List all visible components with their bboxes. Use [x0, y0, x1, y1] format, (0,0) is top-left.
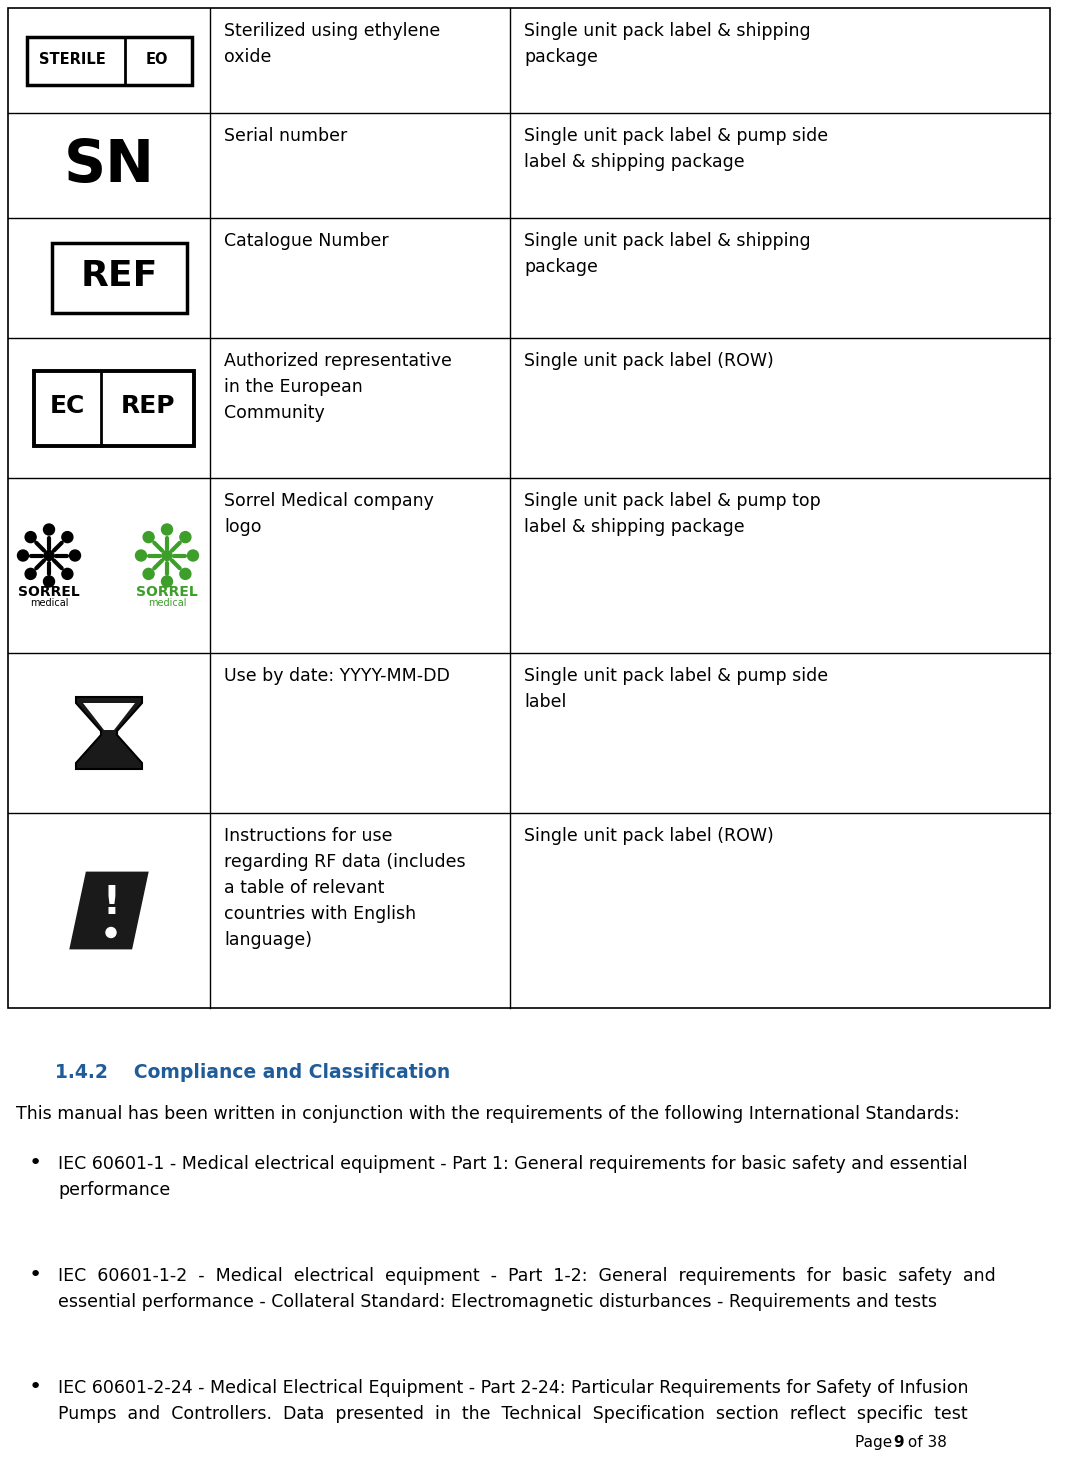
Text: Page: Page	[855, 1436, 897, 1450]
Bar	[34, 370, 194, 445]
Text: performance: performance	[58, 1180, 170, 1199]
Bar	[27, 37, 192, 85]
Polygon shape	[71, 873, 147, 948]
Text: oxide: oxide	[224, 48, 272, 66]
Circle shape	[62, 531, 72, 543]
Text: Single unit pack label & shipping: Single unit pack label & shipping	[524, 232, 810, 250]
Text: •: •	[29, 1265, 42, 1284]
Text: medical: medical	[30, 597, 68, 608]
Polygon shape	[76, 697, 142, 769]
Text: STERILE: STERILE	[39, 51, 106, 68]
Text: label & shipping package: label & shipping package	[524, 518, 744, 536]
Text: essential performance - Collateral Standard: Electromagnetic disturbances - Requ: essential performance - Collateral Stand…	[58, 1293, 937, 1311]
Text: package: package	[524, 48, 597, 66]
Text: Single unit pack label (ROW): Single unit pack label (ROW)	[524, 352, 774, 370]
Text: logo: logo	[224, 518, 262, 536]
Circle shape	[26, 531, 36, 543]
Circle shape	[143, 531, 154, 543]
Text: •: •	[29, 1152, 42, 1173]
Circle shape	[180, 568, 191, 580]
Circle shape	[69, 550, 81, 561]
Circle shape	[17, 550, 29, 561]
Text: SORREL: SORREL	[136, 586, 198, 599]
Text: 9: 9	[892, 1436, 903, 1450]
Text: EC: EC	[50, 393, 85, 418]
Text: SN: SN	[64, 137, 154, 194]
Text: of 38: of 38	[903, 1436, 947, 1450]
Text: Single unit pack label & pump side: Single unit pack label & pump side	[524, 666, 829, 686]
Text: medical: medical	[148, 597, 186, 608]
Polygon shape	[83, 703, 135, 730]
Circle shape	[62, 568, 72, 580]
Text: REF: REF	[80, 258, 158, 294]
Text: IEC 60601-1 - Medical electrical equipment - Part 1: General requirements for ba: IEC 60601-1 - Medical electrical equipme…	[58, 1155, 968, 1173]
Text: REP: REP	[120, 393, 175, 418]
Text: Catalogue Number: Catalogue Number	[224, 232, 389, 250]
Text: Sorrel Medical company: Sorrel Medical company	[224, 492, 433, 509]
Bar	[51, 244, 186, 313]
Circle shape	[106, 928, 116, 938]
Text: Serial number: Serial number	[224, 128, 347, 145]
Text: Single unit pack label (ROW): Single unit pack label (ROW)	[524, 826, 774, 846]
Text: 1.4.2    Compliance and Classification: 1.4.2 Compliance and Classification	[55, 1063, 450, 1082]
Text: IEC 60601-2-24 - Medical Electrical Equipment - Part 2-24: Particular Requiremen: IEC 60601-2-24 - Medical Electrical Equi…	[58, 1378, 968, 1398]
Circle shape	[162, 550, 173, 561]
Circle shape	[187, 550, 198, 561]
Text: a table of relevant: a table of relevant	[224, 879, 384, 897]
Text: This manual has been written in conjunction with the requirements of the followi: This manual has been written in conjunct…	[16, 1105, 960, 1123]
Text: Single unit pack label & shipping: Single unit pack label & shipping	[524, 22, 810, 40]
Circle shape	[162, 575, 173, 587]
Text: Instructions for use: Instructions for use	[224, 826, 393, 846]
Circle shape	[44, 575, 54, 587]
Circle shape	[44, 550, 54, 561]
Text: Use by date: YYYY-MM-DD: Use by date: YYYY-MM-DD	[224, 666, 449, 686]
Text: package: package	[524, 258, 597, 276]
Text: Single unit pack label & pump side: Single unit pack label & pump side	[524, 128, 829, 145]
Text: Sterilized using ethylene: Sterilized using ethylene	[224, 22, 440, 40]
Text: Authorized representative: Authorized representative	[224, 352, 452, 370]
Text: language): language)	[224, 931, 312, 948]
Text: label & shipping package: label & shipping package	[524, 153, 744, 170]
Text: in the European: in the European	[224, 377, 363, 396]
Text: !: !	[102, 884, 120, 922]
Circle shape	[26, 568, 36, 580]
Text: •: •	[29, 1377, 42, 1398]
Text: label: label	[524, 693, 567, 711]
Circle shape	[180, 531, 191, 543]
Circle shape	[143, 568, 154, 580]
Circle shape	[44, 524, 54, 534]
Bar	[9, 7, 1050, 1009]
Text: EO: EO	[146, 51, 168, 68]
Text: Single unit pack label & pump top: Single unit pack label & pump top	[524, 492, 821, 509]
Text: IEC  60601-1-2  -  Medical  electrical  equipment  -  Part  1-2:  General  requi: IEC 60601-1-2 - Medical electrical equip…	[58, 1267, 996, 1284]
Text: Pumps  and  Controllers.  Data  presented  in  the  Technical  Specification  se: Pumps and Controllers. Data presented in…	[58, 1405, 968, 1422]
Text: SORREL: SORREL	[18, 586, 80, 599]
Text: countries with English: countries with English	[224, 904, 416, 923]
Text: Community: Community	[224, 404, 325, 421]
Text: regarding RF data (includes: regarding RF data (includes	[224, 853, 465, 871]
Circle shape	[162, 524, 173, 534]
Circle shape	[135, 550, 147, 561]
